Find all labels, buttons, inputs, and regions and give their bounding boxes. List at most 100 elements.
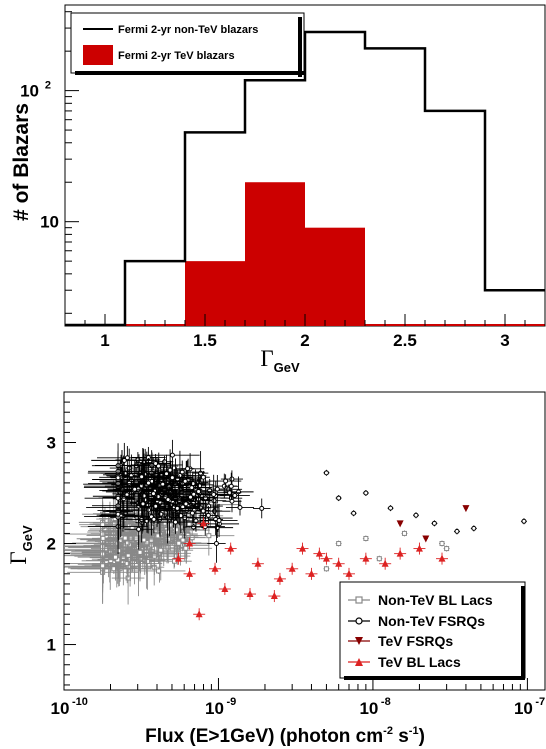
nontev-fsrq-point [470, 525, 477, 532]
nontev-bll-point [125, 523, 155, 582]
tev-bll-point [359, 552, 372, 565]
nontev-fsrq-point [91, 442, 158, 478]
nontev-fsrq-point [350, 510, 357, 517]
nontev-bll-point [159, 537, 213, 559]
tev-bar [245, 182, 305, 326]
tev-bll-point [273, 572, 286, 585]
nontev-fsrq-point [160, 469, 185, 486]
tev-bll-point [436, 552, 449, 565]
tev-bll-point [251, 557, 264, 570]
histogram-ylabel: # of Blazars [10, 103, 33, 221]
y-tick-exp: 2 [45, 80, 51, 92]
x-tick-label: 1.5 [193, 331, 217, 350]
legend-label-tev: Fermi 2-yr TeV blazars [118, 50, 235, 62]
nontev-fsrq-point [335, 495, 342, 502]
tev-bll-point [394, 547, 407, 560]
nontev-fsrq-point [107, 460, 162, 519]
scatter-legend: Non-TeV BL Lacs Non-TeV FSRQs TeV FSRQs … [339, 581, 526, 680]
x-tick-label: 1 [100, 331, 109, 350]
triangle-down-marker-icon [355, 637, 363, 645]
nontev-bll-point [401, 530, 408, 537]
square-marker-icon [355, 596, 363, 604]
tev-bll-point [183, 567, 196, 580]
nontev-fsrq-point [174, 502, 210, 524]
legend-swatch-tev [83, 45, 113, 65]
tev-bar [185, 261, 245, 326]
nontev-fsrq-point [323, 469, 330, 476]
nontev-fsrq-point [222, 490, 242, 513]
y-tick-label: 3 [47, 434, 56, 453]
nontev-bll-point [323, 565, 330, 572]
nontev-fsrq-point [200, 503, 238, 538]
nontev-fsrq-point [115, 464, 169, 508]
nontev-fsrq-point [219, 492, 250, 499]
circle-marker-icon [355, 617, 363, 625]
x-tick-exp: -10 [72, 696, 88, 708]
tev-bll-point [296, 542, 309, 555]
tev-fsrq-point [422, 535, 430, 543]
legend2-entry-nontev-bll: Non-TeV BL Lacs [348, 592, 493, 608]
tev-bar [305, 227, 365, 326]
nontev-bll-point [443, 545, 450, 552]
tev-bll-point [268, 590, 281, 603]
x-tick-label: 10 [514, 699, 533, 718]
tev-bll-point [286, 562, 299, 575]
x-tick-label: 10 [51, 699, 70, 718]
scatter-ylabel: ΓGeV [6, 525, 35, 565]
nontev-fsrq-point [431, 520, 438, 527]
legend2-entry-nontev-fsrq: Non-TeV FSRQs [348, 613, 485, 629]
nontev-fsrq-point [362, 490, 369, 497]
nontev-fsrq-point [207, 524, 226, 563]
x-tick-exp: -9 [226, 696, 236, 708]
y-tick-label: 1 [47, 636, 56, 655]
nontev-fsrq-point [119, 469, 135, 520]
nontev-bll-point [172, 533, 193, 547]
nontev-fsrq-point [224, 472, 238, 500]
nontev-fsrq-point [140, 453, 172, 474]
x-tick-label: 2.5 [393, 331, 417, 350]
nontev-fsrq-point [205, 474, 230, 504]
legend2-box [339, 581, 526, 679]
legend2-label-tev-fsrq: TeV FSRQs [378, 633, 453, 649]
nontev-fsrq-point [172, 481, 212, 495]
tev-bll-point [209, 562, 222, 575]
nontev-fsrq-point [149, 485, 187, 514]
legend2-entry-tev-fsrq: TeV FSRQs [348, 633, 453, 649]
nontev-fsrq-point [138, 458, 179, 474]
tev-bll-point [413, 542, 426, 555]
nontev-fsrq-point [133, 468, 150, 486]
tev-bll-point [379, 557, 392, 570]
nontev-fsrq-point [209, 474, 242, 488]
x-tick-label: 3 [500, 331, 509, 350]
nontev-fsrq-point [121, 476, 165, 532]
tev-bll-point [332, 557, 345, 570]
legend2-label-tev-bll: TeV BL Lacs [378, 654, 461, 670]
tev-fsrq-point [462, 505, 470, 513]
nontev-fsrq-point [161, 500, 210, 508]
nontev-fsrq-point [387, 505, 394, 512]
tev-bll-point [320, 552, 333, 565]
nontev-fsrq-point [180, 460, 195, 478]
nontev-fsrq-point [110, 459, 126, 496]
tev-bll-point [343, 567, 356, 580]
nontev-fsrq-point [100, 503, 136, 525]
legend2-label-nontev-fsrq: Non-TeV FSRQs [378, 613, 485, 629]
tev-bll-point [197, 517, 210, 530]
legend2-entry-tev-bll: TeV BL Lacs [348, 654, 461, 670]
nontev-bll-point [439, 540, 446, 547]
tev-bll-point [224, 542, 237, 555]
nontev-bll-point [148, 531, 210, 556]
nontev-bll-point [84, 543, 121, 588]
y-tick-label: 10 [20, 82, 39, 101]
tev-bll-point [218, 582, 231, 595]
scatter-chart: 10 -10 10 -9 10 -8 10 -7 123 Non-TeV BL Lacs No… [6, 391, 546, 747]
nontev-step-line [65, 30, 545, 327]
nontev-bll-point [362, 535, 369, 542]
triangle-up-marker-icon [355, 658, 363, 666]
tev-bll-point [183, 537, 196, 550]
x-tick-exp: -7 [535, 696, 545, 708]
nontev-fsrq-point [453, 528, 460, 535]
x-tick-exp: -8 [381, 696, 391, 708]
nontev-bll-point [100, 534, 157, 578]
